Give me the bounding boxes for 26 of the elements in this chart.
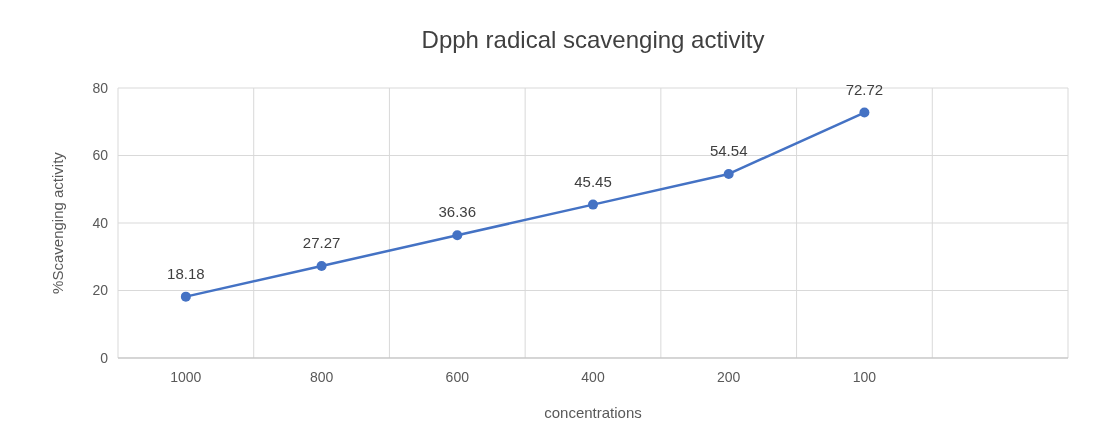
point bbox=[723, 168, 734, 179]
data-label: 36.36 bbox=[438, 203, 477, 221]
y-tick-label: 0 bbox=[100, 349, 109, 366]
x-tick-label: 400 bbox=[581, 369, 605, 385]
point bbox=[180, 291, 191, 302]
y-tick-label: 60 bbox=[92, 147, 109, 164]
point bbox=[316, 260, 327, 271]
point bbox=[588, 199, 598, 210]
x-tick-label: 100 bbox=[852, 369, 877, 385]
point bbox=[452, 230, 463, 241]
data-label: 45.45 bbox=[574, 172, 612, 190]
data-label: 54.54 bbox=[709, 141, 748, 159]
y-axis-title: %Scavenging activity bbox=[49, 151, 66, 294]
point bbox=[859, 107, 870, 118]
x-tick-label: 1000 bbox=[170, 369, 202, 385]
data-label: 72.72 bbox=[845, 80, 884, 98]
y-tick-label: 20 bbox=[92, 282, 109, 299]
y-tick-label: 80 bbox=[92, 79, 109, 96]
x-tick-label: 800 bbox=[309, 369, 334, 385]
x-tick-label: 600 bbox=[445, 369, 470, 385]
y-tick-label: 40 bbox=[92, 214, 109, 231]
x-tick-label: 200 bbox=[717, 369, 741, 385]
data-label: 18.18 bbox=[167, 264, 205, 282]
chart-title: Dpph radical scavenging activity bbox=[421, 26, 765, 53]
data-label: 27.27 bbox=[302, 233, 341, 251]
x-axis-title: concentrations bbox=[544, 404, 642, 421]
